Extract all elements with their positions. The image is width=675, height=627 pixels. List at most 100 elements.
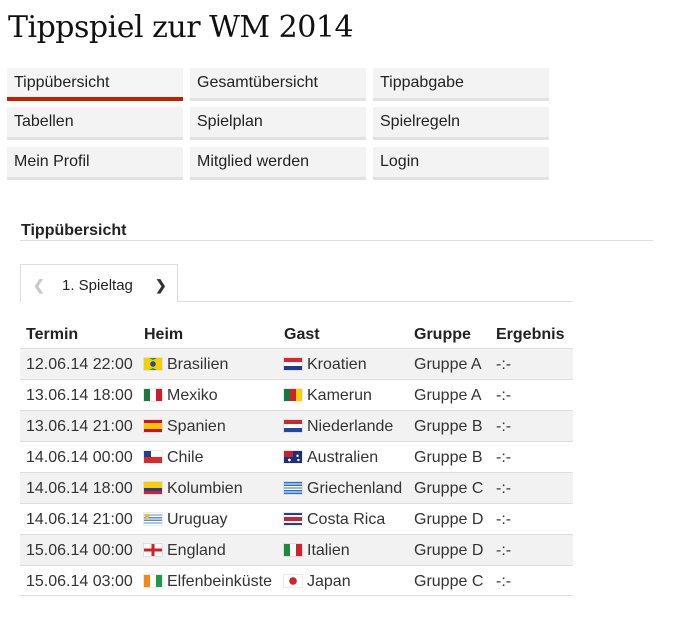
spain-flag-icon: [144, 420, 162, 432]
croatia-flag-icon: [284, 358, 302, 370]
cell-gast: Australien: [284, 449, 378, 467]
nav-item-tippuebersicht[interactable]: Tippübersicht: [7, 68, 183, 101]
cell-gast: Niederlande: [284, 418, 393, 436]
heim-team-name: Brasilien: [167, 356, 229, 373]
table-row: 14.06.14 00:00 Chile Australien Gruppe B -:-: [20, 441, 573, 472]
cell-termin: 15.06.14 00:00: [26, 542, 133, 559]
cell-gruppe: Gruppe D: [414, 511, 484, 528]
header-gruppe: Gruppe: [414, 326, 471, 343]
nav-item-mitglied-werden[interactable]: Mitglied werden: [190, 147, 366, 180]
header-heim: Heim: [144, 326, 184, 343]
cell-ergebnis: -:-: [496, 449, 512, 466]
table-body: 12.06.14 22:00 Brasilien Kroatien Gruppe A-…: [20, 348, 573, 596]
italy-flag-icon: [284, 544, 302, 556]
cell-ergebnis: -:-: [496, 387, 512, 404]
table-row: 15.06.14 03:00 Elfenbeinküste Japan Gruppe …: [20, 565, 573, 596]
nav-item-tippabgabe[interactable]: Tippabgabe: [373, 68, 549, 101]
cell-heim: Brasilien: [144, 356, 228, 374]
england-flag-icon: [144, 544, 162, 556]
colombia-flag-icon: [144, 482, 162, 494]
cell-termin: 13.06.14 21:00: [26, 418, 133, 435]
table-row: 14.06.14 21:00 Uruguay Costa Rica Gruppe D-…: [20, 503, 573, 534]
heim-team-name: Chile: [167, 449, 204, 466]
cell-gast: Griechenland: [284, 480, 402, 498]
heim-team-name: Kolumbien: [167, 480, 243, 497]
cell-termin: 14.06.14 00:00: [26, 449, 133, 466]
japan-flag-icon: [284, 575, 302, 587]
cell-gruppe: Gruppe A: [414, 356, 482, 373]
brazil-flag-icon: [144, 358, 162, 370]
tab-divider: [178, 301, 573, 302]
heim-team-name: England: [167, 542, 226, 559]
gast-team-name: Japan: [307, 573, 351, 590]
cell-gruppe: Gruppe D: [414, 542, 484, 559]
table-row: 13.06.14 18:00 Mexiko Kamerun Gruppe A -:-: [20, 379, 573, 410]
greece-flag-icon: [284, 482, 302, 494]
heim-team-name: Uruguay: [167, 511, 228, 528]
nav-item-login[interactable]: Login: [373, 147, 549, 180]
cell-heim: Kolumbien: [144, 480, 243, 498]
cell-heim: Chile: [144, 449, 203, 467]
ivory-coast-flag-icon: [144, 575, 162, 587]
cell-gast: Japan: [284, 573, 351, 591]
cell-gruppe: Gruppe B: [414, 418, 483, 435]
chile-flag-icon: [144, 451, 162, 463]
mexico-flag-icon: [144, 389, 162, 401]
gast-team-name: Kroatien: [307, 356, 367, 373]
australia-flag-icon: [284, 451, 302, 463]
nav-item-spielregeln[interactable]: Spielregeln: [373, 107, 549, 140]
gast-team-name: Niederlande: [307, 418, 394, 435]
cell-gruppe: Gruppe C: [414, 573, 484, 590]
heim-team-name: Spanien: [167, 418, 226, 435]
costa-rica-flag-icon: [284, 513, 302, 525]
table-row: 13.06.14 21:00 Spanien Niederlande Gruppe B…: [20, 410, 573, 441]
cell-termin: 13.06.14 18:00: [26, 387, 133, 404]
table-header: Termin Heim Gast Gruppe Ergebnis: [20, 318, 573, 348]
cell-ergebnis: -:-: [496, 573, 512, 590]
cell-termin: 15.06.14 03:00: [26, 573, 133, 590]
chevron-right-icon[interactable]: ❯: [155, 277, 167, 293]
cell-termin: 14.06.14 18:00: [26, 480, 133, 497]
main-nav: Tippübersicht Gesamtübersicht Tippabgabe…: [7, 68, 549, 182]
table-row: 14.06.14 18:00 Kolumbien Griechenland Grupp…: [20, 472, 573, 503]
header-ergebnis: Ergebnis: [496, 326, 565, 343]
cell-ergebnis: -:-: [496, 356, 512, 373]
chevron-left-icon[interactable]: ❮: [33, 277, 45, 293]
cell-gast: Italien: [284, 542, 350, 560]
nav-item-spielplan[interactable]: Spielplan: [190, 107, 366, 140]
cell-heim: England: [144, 542, 226, 560]
cell-heim: Uruguay: [144, 511, 227, 529]
table-row: 15.06.14 00:00 England Italien Gruppe D -:-: [20, 534, 573, 565]
cell-termin: 12.06.14 22:00: [26, 356, 133, 373]
gast-team-name: Australien: [307, 449, 379, 466]
cell-heim: Spanien: [144, 418, 226, 436]
matchday-tab[interactable]: ❮ 1. Spieltag ❯: [20, 264, 178, 302]
cell-termin: 14.06.14 21:00: [26, 511, 133, 528]
cell-gast: Kamerun: [284, 387, 372, 405]
cell-ergebnis: -:-: [496, 418, 512, 435]
gast-team-name: Griechenland: [307, 480, 403, 497]
cell-heim: Elfenbeinküste: [144, 573, 272, 591]
gast-team-name: Italien: [307, 542, 350, 559]
nav-item-tabellen[interactable]: Tabellen: [7, 107, 183, 140]
heim-team-name: Mexiko: [167, 387, 218, 404]
nav-item-gesamtuebersicht[interactable]: Gesamtübersicht: [190, 68, 366, 101]
cell-gast: Costa Rica: [284, 511, 385, 529]
gast-team-name: Costa Rica: [307, 511, 386, 528]
uruguay-flag-icon: [144, 513, 162, 525]
cell-gruppe: Gruppe B: [414, 449, 483, 466]
section-divider: [20, 240, 653, 241]
header-termin: Termin: [26, 326, 79, 343]
cell-heim: Mexiko: [144, 387, 218, 405]
nav-item-mein-profil[interactable]: Mein Profil: [7, 147, 183, 180]
match-table: Termin Heim Gast Gruppe Ergebnis 12.06.1…: [20, 318, 573, 596]
matchday-label: 1. Spieltag: [62, 277, 133, 294]
cell-gast: Kroatien: [284, 356, 367, 374]
cameroon-flag-icon: [284, 389, 302, 401]
cell-gruppe: Gruppe A: [414, 387, 482, 404]
header-gast: Gast: [284, 326, 320, 343]
heim-team-name: Elfenbeinküste: [167, 573, 272, 590]
cell-ergebnis: -:-: [496, 542, 512, 559]
cell-gruppe: Gruppe C: [414, 480, 484, 497]
gast-team-name: Kamerun: [307, 387, 372, 404]
